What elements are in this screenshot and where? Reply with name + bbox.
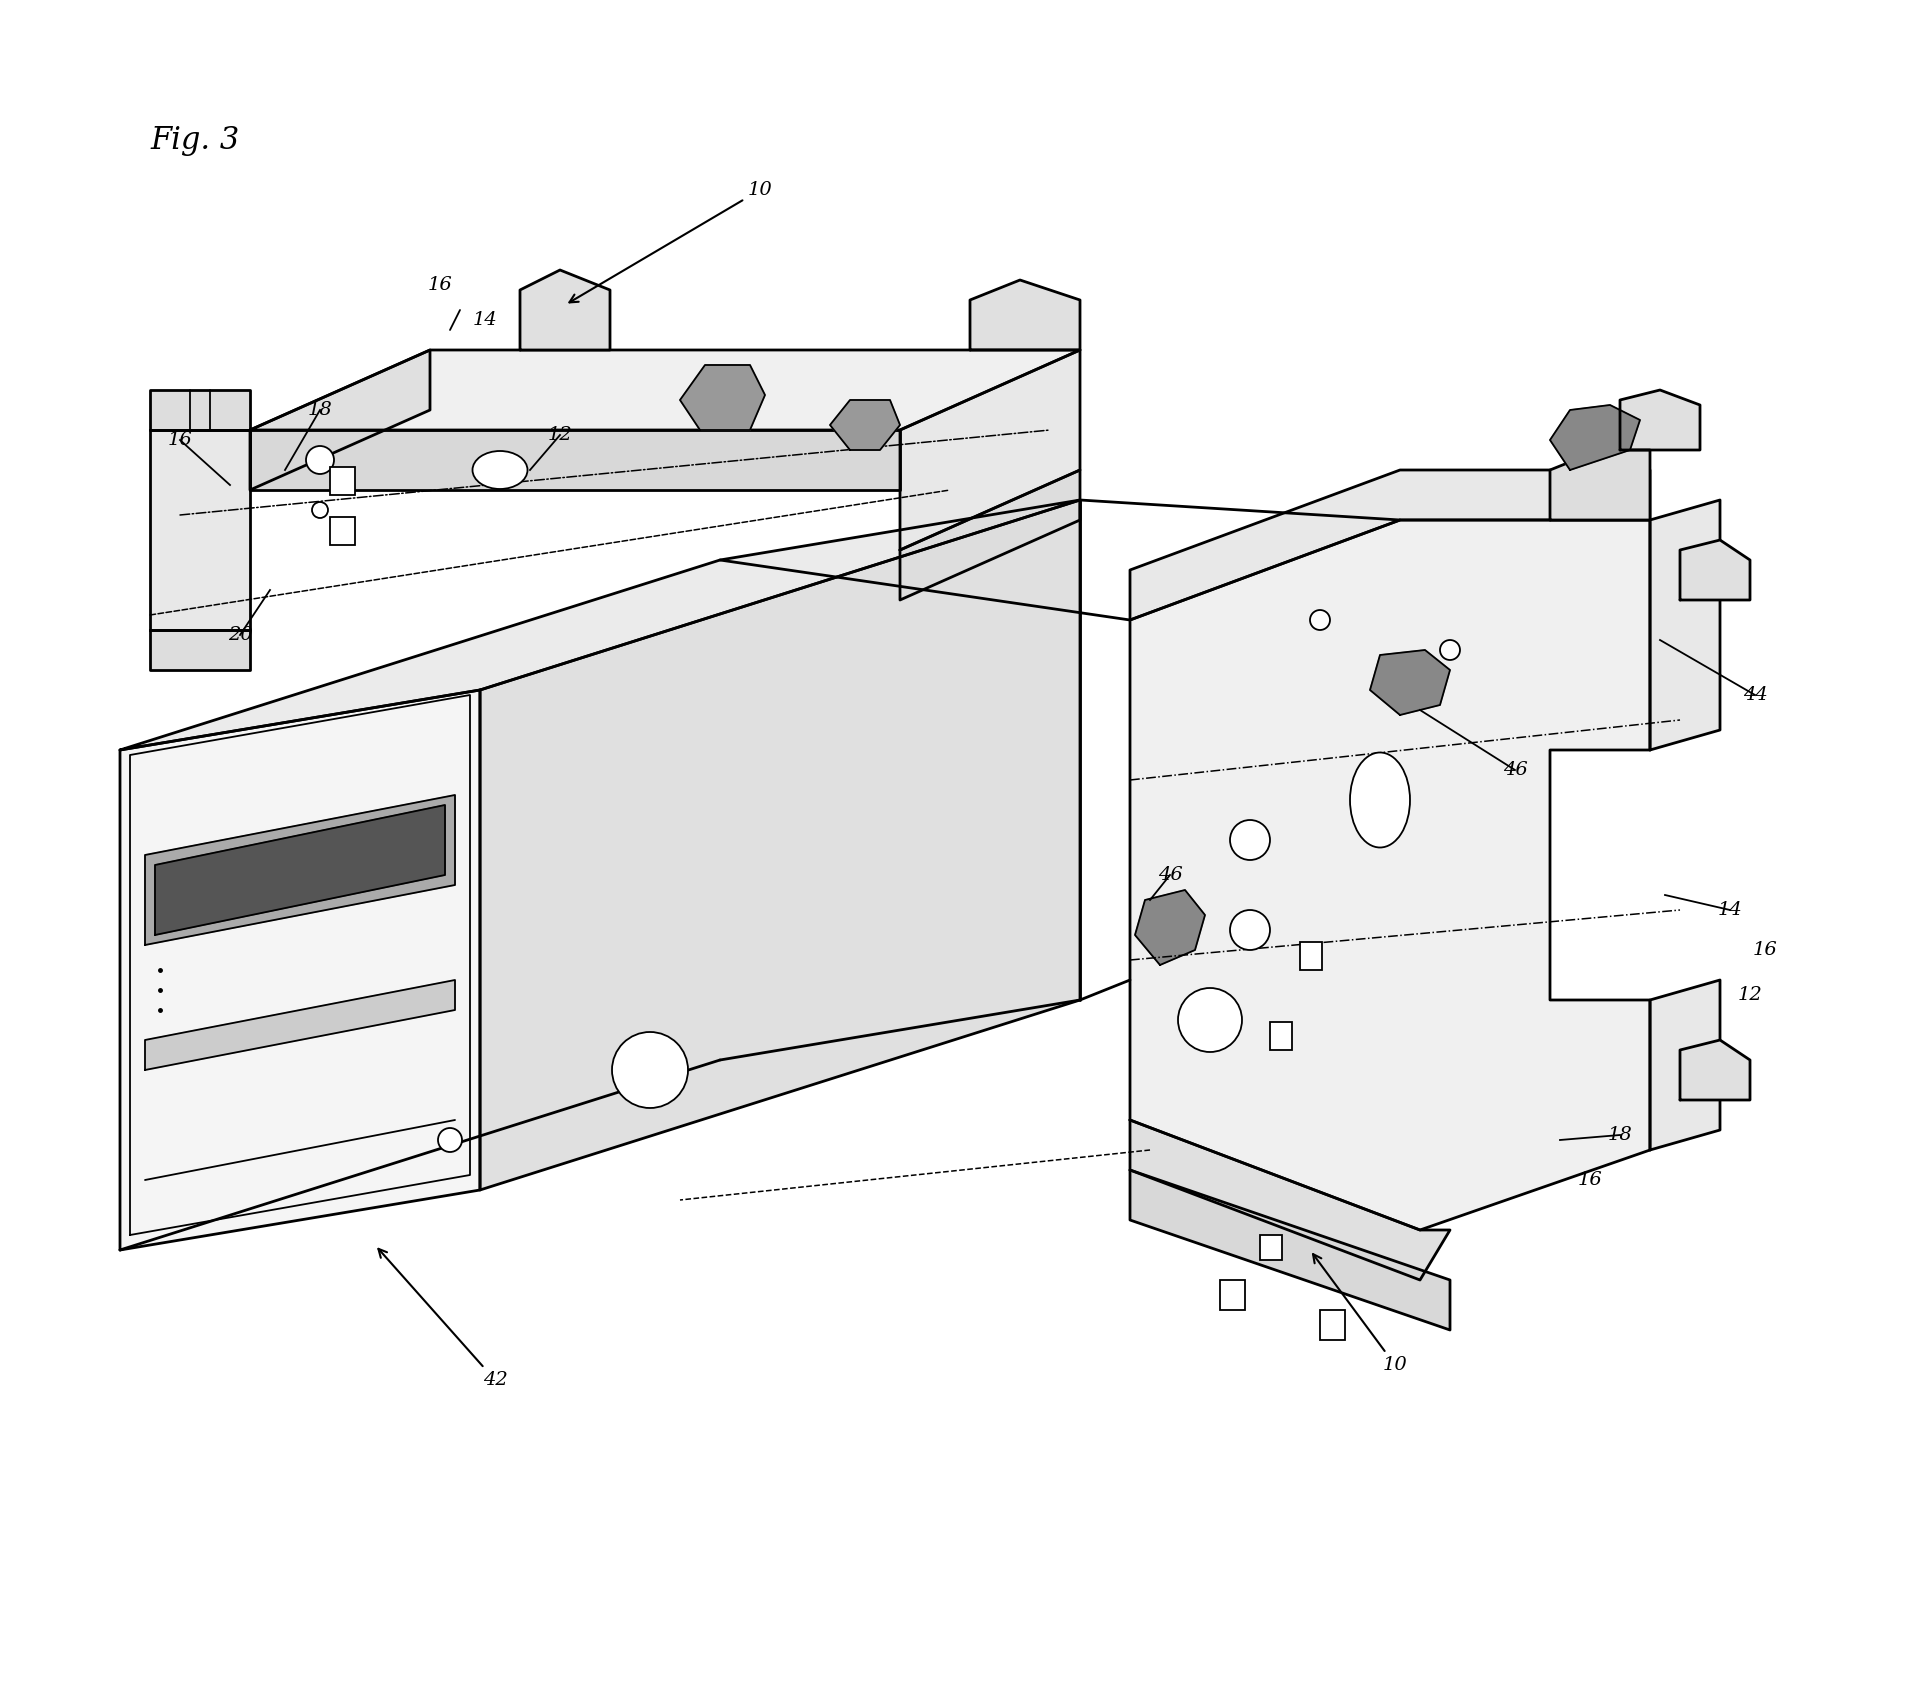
Circle shape xyxy=(1178,988,1242,1052)
Text: 46: 46 xyxy=(1502,762,1527,779)
Ellipse shape xyxy=(1350,753,1409,848)
Text: 20: 20 xyxy=(228,626,253,644)
Text: 46: 46 xyxy=(1157,865,1182,884)
FancyBboxPatch shape xyxy=(1261,1234,1282,1260)
Circle shape xyxy=(611,1032,688,1108)
Circle shape xyxy=(438,1129,463,1153)
Text: 14: 14 xyxy=(1718,901,1743,920)
Circle shape xyxy=(1309,610,1330,631)
Text: 10: 10 xyxy=(1313,1255,1407,1374)
Polygon shape xyxy=(1130,1120,1450,1280)
Polygon shape xyxy=(681,366,765,430)
Polygon shape xyxy=(1130,469,1650,620)
Polygon shape xyxy=(1130,1170,1450,1329)
Polygon shape xyxy=(150,389,251,430)
Text: 10: 10 xyxy=(569,180,773,303)
Circle shape xyxy=(307,445,334,474)
Polygon shape xyxy=(900,350,1080,551)
Polygon shape xyxy=(145,979,455,1069)
Polygon shape xyxy=(900,469,1080,600)
Polygon shape xyxy=(154,806,445,935)
Polygon shape xyxy=(1650,500,1720,750)
Polygon shape xyxy=(1679,1040,1751,1100)
Polygon shape xyxy=(251,430,900,490)
Polygon shape xyxy=(120,690,480,1250)
Polygon shape xyxy=(970,280,1080,350)
Text: 12: 12 xyxy=(1737,986,1762,1005)
Text: 16: 16 xyxy=(1577,1171,1602,1188)
Polygon shape xyxy=(480,500,1080,1190)
Polygon shape xyxy=(1679,541,1751,600)
Polygon shape xyxy=(1550,405,1641,469)
FancyBboxPatch shape xyxy=(1271,1022,1292,1051)
Text: 16: 16 xyxy=(1753,942,1778,959)
FancyBboxPatch shape xyxy=(330,517,355,546)
Text: 12: 12 xyxy=(548,427,573,444)
Polygon shape xyxy=(1130,520,1650,1231)
Text: 18: 18 xyxy=(308,401,332,418)
Polygon shape xyxy=(829,400,900,451)
Text: 44: 44 xyxy=(1743,687,1768,704)
Polygon shape xyxy=(251,350,1080,430)
Polygon shape xyxy=(120,500,1080,750)
Text: 14: 14 xyxy=(472,311,497,330)
Polygon shape xyxy=(1371,649,1450,716)
Polygon shape xyxy=(1136,891,1205,966)
Circle shape xyxy=(1440,639,1459,660)
Polygon shape xyxy=(145,796,455,945)
Circle shape xyxy=(1230,910,1271,950)
Text: 16: 16 xyxy=(428,275,453,294)
Polygon shape xyxy=(150,631,251,670)
FancyBboxPatch shape xyxy=(330,468,355,495)
Text: Fig. 3: Fig. 3 xyxy=(150,124,239,155)
Polygon shape xyxy=(150,430,251,631)
Polygon shape xyxy=(1650,979,1720,1149)
Ellipse shape xyxy=(472,450,528,490)
Text: 16: 16 xyxy=(168,432,193,449)
FancyBboxPatch shape xyxy=(1321,1311,1346,1340)
Circle shape xyxy=(312,502,328,518)
Polygon shape xyxy=(251,350,430,490)
Polygon shape xyxy=(1550,450,1650,520)
Polygon shape xyxy=(1620,389,1700,450)
Text: 42: 42 xyxy=(378,1250,507,1389)
FancyBboxPatch shape xyxy=(1299,942,1323,971)
Circle shape xyxy=(1230,819,1271,860)
Text: 18: 18 xyxy=(1608,1125,1633,1144)
FancyBboxPatch shape xyxy=(1220,1280,1245,1311)
Polygon shape xyxy=(521,270,609,350)
